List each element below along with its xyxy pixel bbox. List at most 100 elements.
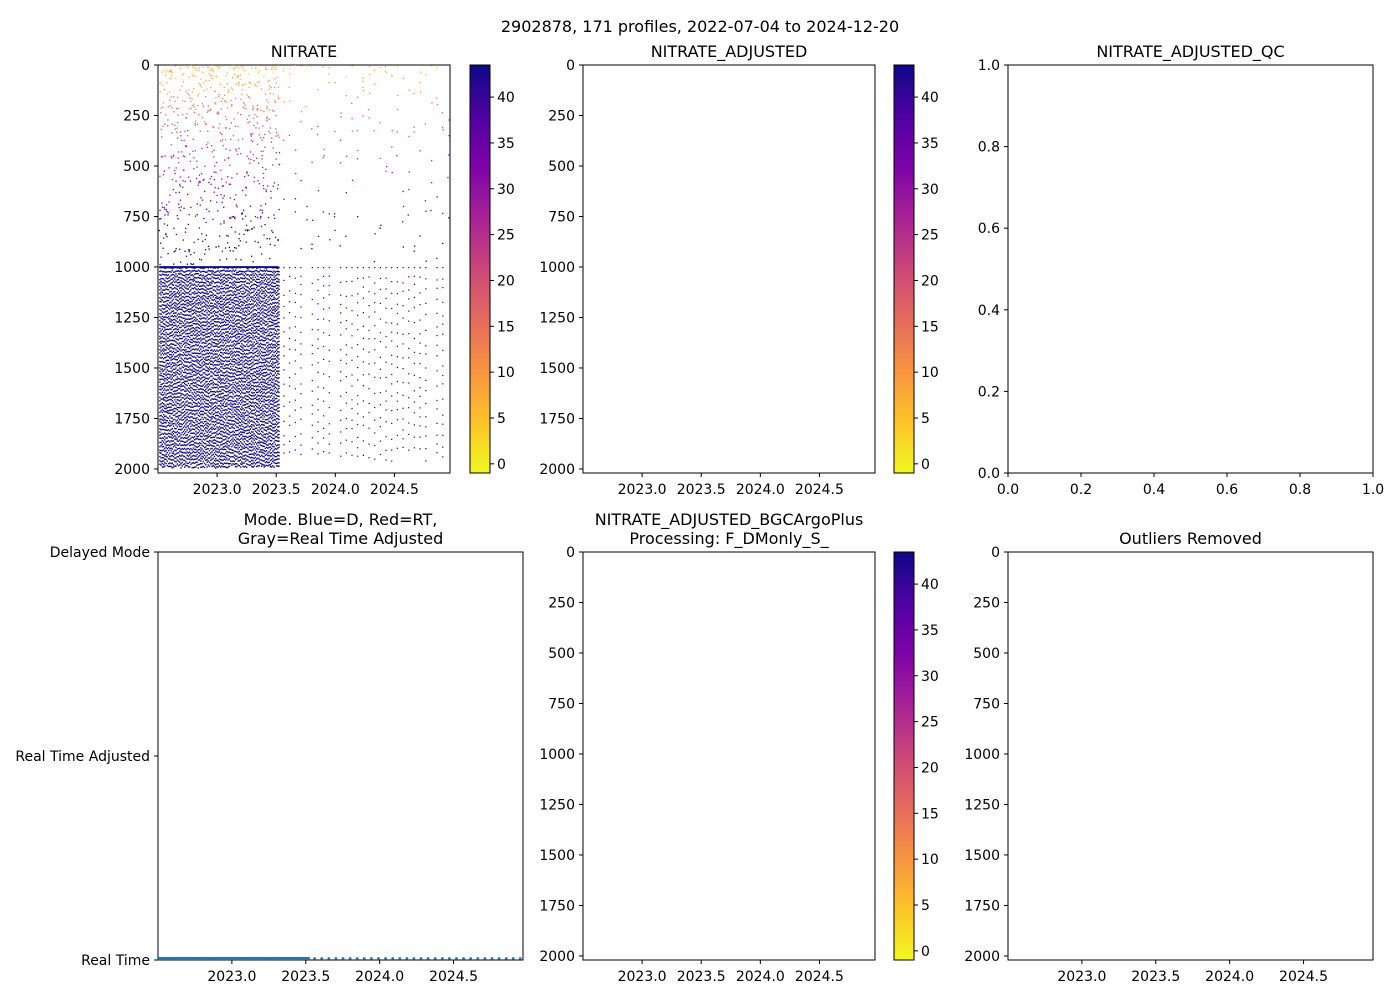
nitrate-point bbox=[252, 438, 254, 440]
nitrate-point bbox=[167, 462, 170, 465]
nitrate-point bbox=[222, 269, 224, 271]
nitrate-point bbox=[249, 453, 252, 455]
nitrate-point bbox=[201, 429, 203, 432]
nitrate-point bbox=[197, 459, 200, 461]
y-tick-label: 250 bbox=[123, 108, 150, 124]
nitrate-point bbox=[244, 407, 247, 409]
nitrate-point bbox=[185, 416, 187, 419]
nitrate-point bbox=[179, 316, 181, 318]
nitrate-point bbox=[236, 441, 238, 443]
nitrate-point bbox=[179, 364, 181, 366]
nitrate-point bbox=[184, 365, 186, 367]
nitrate-point bbox=[217, 360, 219, 363]
nitrate-point bbox=[253, 176, 256, 178]
nitrate-point bbox=[187, 302, 190, 304]
nitrate-point bbox=[215, 343, 217, 345]
nitrate-point bbox=[200, 450, 202, 452]
nitrate-point bbox=[246, 307, 248, 309]
nitrate-point bbox=[191, 383, 193, 385]
nitrate-point bbox=[208, 322, 211, 324]
nitrate-point bbox=[247, 368, 249, 370]
nitrate-point bbox=[218, 419, 221, 421]
nitrate-point bbox=[208, 282, 211, 284]
nitrate-point bbox=[254, 359, 257, 361]
nitrate-point bbox=[206, 291, 208, 293]
nitrate-point bbox=[187, 361, 190, 363]
nitrate-point bbox=[211, 332, 213, 334]
nitrate-point bbox=[242, 314, 244, 316]
nitrate-point bbox=[232, 68, 235, 70]
nitrate-point bbox=[256, 286, 258, 289]
nitrate-point bbox=[223, 455, 226, 458]
nitrate-point bbox=[159, 292, 161, 295]
nitrate-point bbox=[210, 456, 212, 458]
nitrate-point bbox=[231, 417, 233, 419]
nitrate-point bbox=[238, 450, 240, 452]
nitrate-point bbox=[193, 382, 196, 384]
nitrate-point bbox=[221, 400, 223, 402]
nitrate-point bbox=[229, 439, 232, 442]
nitrate-point bbox=[233, 343, 236, 345]
nitrate-point bbox=[159, 218, 161, 220]
nitrate-point bbox=[242, 67, 244, 69]
nitrate-point bbox=[234, 97, 237, 99]
nitrate-point bbox=[167, 345, 170, 347]
nitrate-point bbox=[240, 113, 242, 116]
nitrate-point bbox=[169, 444, 171, 447]
nitrate-point bbox=[257, 299, 259, 302]
nitrate-point bbox=[248, 313, 250, 315]
nitrate-point bbox=[227, 310, 229, 312]
nitrate-point bbox=[218, 412, 221, 415]
nitrate-point bbox=[221, 392, 223, 395]
nitrate-point bbox=[236, 267, 238, 269]
nitrate-point bbox=[175, 383, 177, 385]
nitrate-point bbox=[187, 366, 190, 368]
nitrate-point bbox=[200, 292, 202, 294]
nitrate-point bbox=[198, 346, 201, 348]
nitrate-point bbox=[217, 303, 219, 305]
nitrate-point bbox=[215, 387, 217, 389]
nitrate-point bbox=[177, 364, 180, 366]
nitrate-point bbox=[196, 442, 198, 445]
nitrate-point bbox=[222, 427, 224, 429]
nitrate-point bbox=[207, 343, 209, 345]
nitrate-point bbox=[191, 65, 193, 67]
nitrate-point bbox=[207, 325, 209, 328]
nitrate-point bbox=[179, 407, 181, 409]
nitrate-point bbox=[191, 334, 193, 337]
nitrate-point bbox=[239, 298, 242, 301]
nitrate-point bbox=[213, 459, 216, 462]
nitrate-point bbox=[176, 415, 178, 418]
nitrate-point bbox=[206, 340, 208, 343]
nitrate-point bbox=[168, 91, 171, 93]
nitrate-point bbox=[253, 413, 255, 415]
nitrate-point bbox=[193, 341, 196, 343]
nitrate-point bbox=[217, 381, 219, 383]
nitrate-point bbox=[169, 320, 171, 322]
nitrate-point bbox=[166, 224, 169, 226]
nitrate-point bbox=[195, 272, 197, 275]
nitrate-point bbox=[217, 289, 219, 291]
nitrate-point bbox=[185, 267, 187, 269]
nitrate-point bbox=[246, 304, 248, 306]
nitrate-point bbox=[185, 329, 187, 332]
nitrate-point bbox=[182, 359, 185, 362]
nitrate-point bbox=[225, 456, 227, 458]
nitrate-point bbox=[222, 386, 224, 388]
nitrate-point bbox=[236, 273, 238, 275]
nitrate-point bbox=[177, 343, 180, 345]
nitrate-point bbox=[164, 462, 166, 464]
nitrate-point bbox=[175, 397, 177, 399]
nitrate-point bbox=[242, 369, 244, 371]
nitrate-point bbox=[189, 180, 191, 182]
nitrate-point bbox=[228, 345, 231, 347]
nitrate-point bbox=[161, 202, 163, 204]
nitrate-point bbox=[251, 307, 253, 309]
nitrate-point bbox=[201, 369, 203, 371]
nitrate-point bbox=[254, 452, 257, 455]
nitrate-point bbox=[197, 311, 200, 313]
nitrate-point bbox=[221, 443, 223, 446]
nitrate-point bbox=[191, 352, 193, 354]
nitrate-point bbox=[166, 355, 168, 357]
nitrate-point bbox=[238, 417, 240, 420]
